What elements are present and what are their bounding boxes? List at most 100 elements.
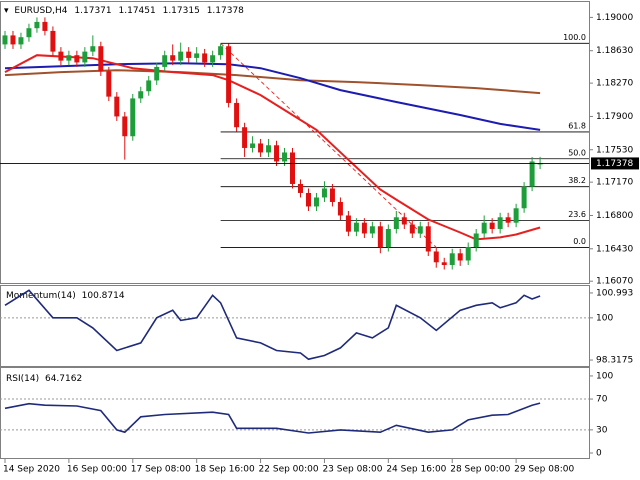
- open-value: 1.17371: [74, 6, 111, 16]
- candle-body: [226, 46, 232, 103]
- candle-body: [34, 21, 40, 29]
- candle-body: [250, 143, 256, 148]
- candle-body: [401, 217, 407, 225]
- candle-body: [521, 186, 527, 209]
- fib-label: 100.0: [563, 33, 586, 42]
- candle-body: [393, 217, 399, 229]
- candle-body: [409, 224, 415, 234]
- candle-body: [361, 222, 367, 234]
- candle-body: [122, 116, 128, 137]
- candle-body: [473, 233, 479, 247]
- candle-body: [10, 35, 16, 45]
- panel-border: [0, 367, 590, 459]
- fib-label: 0.0: [573, 237, 586, 246]
- candle-body: [170, 55, 176, 61]
- candle-body: [258, 143, 264, 153]
- panel-border: [0, 1, 590, 284]
- candle-body: [210, 55, 216, 63]
- y-tick-label: 1.18630: [596, 46, 633, 56]
- fib-label: 23.6: [568, 210, 586, 219]
- current-price-box: [591, 157, 639, 170]
- candle-body: [329, 188, 335, 202]
- candle-body: [529, 161, 535, 187]
- indicator-header: Momentum(14) 100.8714: [6, 291, 125, 301]
- candle-body: [297, 183, 303, 193]
- candle-body: [90, 46, 96, 52]
- candle-body: [425, 226, 431, 252]
- candle-body: [505, 217, 511, 223]
- candle-body: [465, 246, 471, 261]
- x-tick-label: 22 Sep 00:00: [259, 465, 319, 475]
- candle-body: [321, 188, 327, 198]
- y-tick-label: 1.16430: [596, 244, 633, 254]
- candle-body: [26, 28, 32, 38]
- candle-body: [369, 226, 375, 234]
- candle-body: [497, 217, 503, 229]
- candle-body: [481, 222, 487, 234]
- candle-body: [457, 253, 463, 261]
- candle-body: [353, 222, 359, 232]
- candle-body: [178, 51, 184, 61]
- candle-body: [305, 192, 311, 207]
- candle-body: [82, 51, 88, 63]
- low-value: 1.17315: [163, 6, 200, 16]
- candle-body: [449, 253, 455, 265]
- candle-body: [433, 251, 439, 263]
- current-price-label: 1.17378: [596, 159, 633, 169]
- candle-body: [146, 80, 152, 92]
- indicator-value: 100.8714: [82, 291, 125, 301]
- candle-body: [489, 222, 495, 229]
- y-tick-label: 0: [596, 448, 602, 458]
- chart-header: ▾ EURUSD,H4 1.17371 1.17451 1.17315 1.17…: [4, 6, 244, 16]
- candle-body: [290, 152, 296, 184]
- y-tick-label: 70: [596, 395, 608, 405]
- y-tick-label: 98.3175: [596, 356, 633, 366]
- fib-label: 61.8: [568, 121, 586, 130]
- candle-body: [2, 35, 8, 45]
- candle-body: [42, 21, 48, 31]
- line-series: [4, 289, 541, 361]
- line-series: [4, 69, 541, 95]
- x-tick-label: 28 Sep 00:00: [450, 465, 510, 475]
- x-tick-label: 29 Sep 08:00: [514, 465, 574, 475]
- candle-body: [513, 208, 519, 223]
- candle-body: [274, 145, 280, 162]
- candle-body: [337, 201, 343, 216]
- y-tick-label: 1.17900: [596, 112, 633, 122]
- menu-arrow: ▾: [4, 6, 9, 16]
- high-value: 1.17451: [119, 6, 156, 16]
- candle-body: [218, 46, 224, 56]
- candle-body: [441, 262, 447, 265]
- indicator-title: Momentum(14): [6, 291, 76, 301]
- candle-body: [345, 215, 351, 232]
- candle-body: [194, 53, 200, 58]
- candle-body: [537, 163, 543, 165]
- candle-body: [114, 96, 120, 117]
- indicator-title: RSI(14): [6, 374, 39, 384]
- candle-body: [50, 30, 56, 52]
- indicator-header: RSI(14) 64.7162: [6, 374, 82, 384]
- candle-body: [313, 197, 319, 207]
- panel-border: [0, 285, 590, 367]
- candle-body: [130, 98, 136, 137]
- x-tick-label: 23 Sep 08:00: [322, 465, 382, 475]
- candle-body: [98, 46, 104, 72]
- candle-body: [18, 37, 24, 45]
- line-series: [4, 402, 541, 434]
- chart-title: EURUSD,H4: [14, 6, 67, 16]
- y-tick-label: 100: [596, 371, 613, 381]
- candle-body: [106, 71, 112, 97]
- candle-body: [154, 66, 160, 81]
- x-tick-label: 17 Sep 08:00: [131, 465, 191, 475]
- line-series: [4, 62, 541, 131]
- candle-body: [385, 228, 391, 247]
- candle-body: [138, 91, 144, 99]
- candle-body: [66, 55, 72, 61]
- fib-label: 50.0: [568, 148, 586, 157]
- candle-body: [377, 226, 383, 247]
- candle-body: [186, 51, 192, 58]
- y-tick-label: 1.17170: [596, 178, 633, 188]
- close-value: 1.17378: [207, 6, 244, 16]
- candle-body: [417, 226, 423, 234]
